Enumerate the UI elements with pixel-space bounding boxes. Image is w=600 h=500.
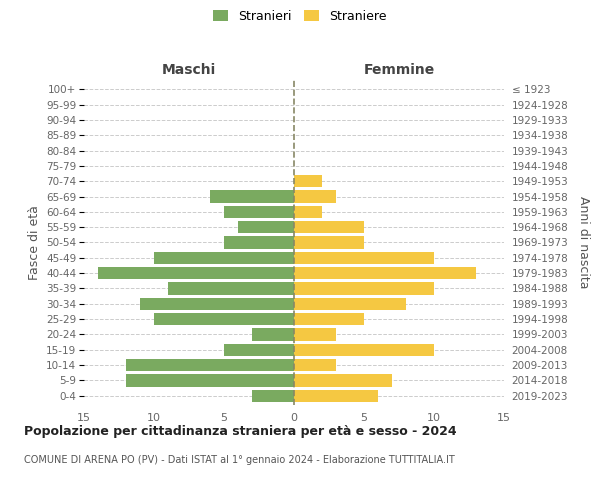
Bar bbox=[154, 313, 294, 326]
Y-axis label: Fasce di età: Fasce di età bbox=[28, 205, 41, 280]
Bar bbox=[294, 328, 336, 340]
Y-axis label: Anni di nascita: Anni di nascita bbox=[577, 196, 590, 289]
Bar bbox=[210, 190, 294, 202]
Bar bbox=[126, 359, 294, 372]
Bar bbox=[294, 344, 434, 356]
Bar bbox=[238, 221, 294, 234]
Bar bbox=[224, 206, 294, 218]
Bar bbox=[252, 390, 294, 402]
Bar bbox=[154, 252, 294, 264]
Bar bbox=[294, 206, 322, 218]
Bar bbox=[126, 374, 294, 386]
Bar bbox=[294, 175, 322, 188]
Bar bbox=[294, 190, 336, 202]
Bar bbox=[224, 344, 294, 356]
Text: Femmine: Femmine bbox=[364, 64, 434, 78]
Bar bbox=[294, 374, 392, 386]
Bar bbox=[294, 313, 364, 326]
Bar bbox=[252, 328, 294, 340]
Bar bbox=[294, 298, 406, 310]
Bar bbox=[294, 282, 434, 294]
Text: Popolazione per cittadinanza straniera per età e sesso - 2024: Popolazione per cittadinanza straniera p… bbox=[24, 425, 457, 438]
Bar bbox=[294, 267, 476, 280]
Bar bbox=[224, 236, 294, 248]
Legend: Stranieri, Straniere: Stranieri, Straniere bbox=[209, 6, 391, 26]
Bar bbox=[294, 221, 364, 234]
Text: COMUNE DI ARENA PO (PV) - Dati ISTAT al 1° gennaio 2024 - Elaborazione TUTTITALI: COMUNE DI ARENA PO (PV) - Dati ISTAT al … bbox=[24, 455, 455, 465]
Bar bbox=[294, 359, 336, 372]
Bar bbox=[294, 390, 378, 402]
Bar bbox=[294, 236, 364, 248]
Bar bbox=[98, 267, 294, 280]
Text: Maschi: Maschi bbox=[162, 64, 216, 78]
Bar bbox=[168, 282, 294, 294]
Bar bbox=[294, 252, 434, 264]
Bar bbox=[140, 298, 294, 310]
